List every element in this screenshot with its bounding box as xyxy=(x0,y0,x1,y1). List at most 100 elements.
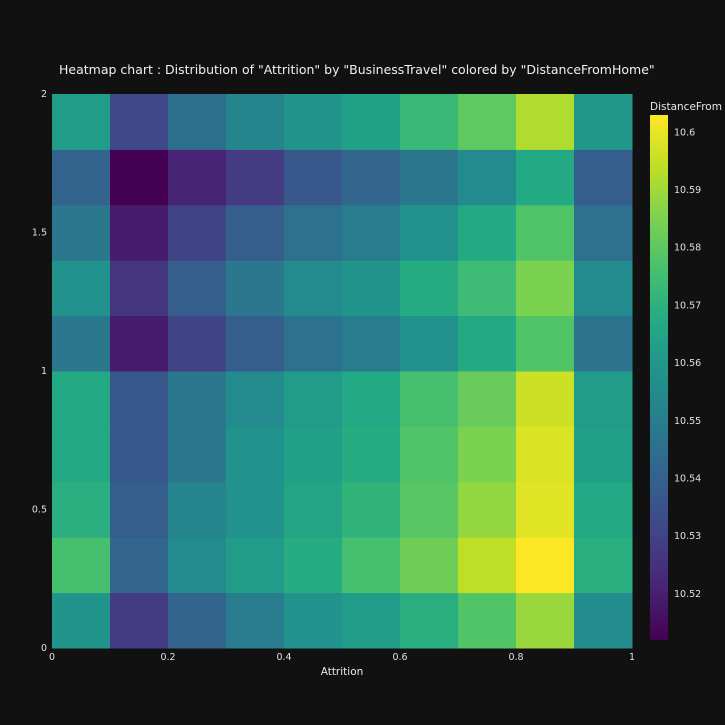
colorbar-tick-label: 10.56 xyxy=(674,358,701,369)
heatmap-cell xyxy=(284,481,343,538)
heatmap-cell xyxy=(458,260,517,317)
heatmap-cell xyxy=(226,260,285,317)
heatmap-cell xyxy=(458,481,517,538)
heatmap-cell xyxy=(168,260,227,317)
x-tick-label: 1 xyxy=(629,652,635,663)
heatmap-cell xyxy=(516,149,575,206)
heatmap-cell xyxy=(400,592,459,649)
heatmap-cell xyxy=(226,204,285,261)
chart-title: Heatmap chart : Distribution of "Attriti… xyxy=(59,62,655,77)
x-axis-title: Attrition xyxy=(321,666,364,678)
heatmap-cell xyxy=(168,149,227,206)
heatmap-cell xyxy=(400,537,459,594)
heatmap-cell xyxy=(110,426,169,483)
heatmap-cell xyxy=(516,592,575,649)
heatmap-cell xyxy=(284,315,343,372)
heatmap-cell xyxy=(168,592,227,649)
heatmap-cell xyxy=(516,94,575,150)
heatmap-cell xyxy=(52,260,111,317)
x-tick-label: 0.6 xyxy=(392,652,407,663)
heatmap-cell xyxy=(52,592,111,649)
x-tick-label: 0.8 xyxy=(508,652,523,663)
x-axis-ticks: 0 0.2 0.4 0.6 0.8 1 xyxy=(49,652,635,663)
colorbar-tick-label: 10.52 xyxy=(674,589,701,600)
heatmap-cell xyxy=(574,204,633,261)
heatmap-cell xyxy=(516,204,575,261)
heatmap-cell xyxy=(516,426,575,483)
heatmap-cell xyxy=(342,315,401,372)
colorbar-tick-label: 10.55 xyxy=(674,416,701,427)
heatmap-cell xyxy=(168,371,227,427)
heatmap-cell xyxy=(168,315,227,372)
heatmap-cell xyxy=(284,371,343,427)
colorbar xyxy=(650,115,668,640)
heatmap-cell xyxy=(400,94,459,150)
heatmap-cell xyxy=(110,481,169,538)
heatmap-cell xyxy=(52,537,111,594)
heatmap-cell xyxy=(226,371,285,427)
heatmap-cells xyxy=(52,94,633,649)
heatmap-cell xyxy=(458,94,517,150)
heatmap-cell xyxy=(284,260,343,317)
heatmap-cell xyxy=(516,260,575,317)
heatmap-cell xyxy=(226,149,285,206)
heatmap-cell xyxy=(400,371,459,427)
heatmap-cell xyxy=(400,204,459,261)
heatmap-cell xyxy=(226,426,285,483)
heatmap-cell xyxy=(168,426,227,483)
heatmap-cell xyxy=(458,315,517,372)
x-tick-label: 0.2 xyxy=(160,652,175,663)
heatmap-cell xyxy=(284,149,343,206)
heatmap-cell xyxy=(458,149,517,206)
y-tick-label: 0.5 xyxy=(32,505,47,516)
heatmap-cell xyxy=(400,149,459,206)
heatmap-cell xyxy=(516,537,575,594)
heatmap-cell xyxy=(110,204,169,261)
heatmap-cell xyxy=(52,94,111,150)
heatmap-cell xyxy=(574,592,633,649)
heatmap-cell xyxy=(284,537,343,594)
y-axis-ticks: 0 0.5 1 1.5 2 xyxy=(32,89,47,654)
heatmap-cell xyxy=(284,94,343,150)
colorbar-tick-label: 10.53 xyxy=(674,531,701,542)
heatmap-cell xyxy=(574,371,633,427)
heatmap-cell xyxy=(52,204,111,261)
heatmap-cell xyxy=(342,149,401,206)
heatmap-cell xyxy=(168,94,227,150)
colorbar-tick-label: 10.6 xyxy=(674,127,695,138)
heatmap-cell xyxy=(284,426,343,483)
heatmap-cell xyxy=(342,592,401,649)
heatmap-cell xyxy=(110,592,169,649)
heatmap-cell xyxy=(110,537,169,594)
heatmap-cell xyxy=(400,481,459,538)
heatmap-cell xyxy=(516,371,575,427)
colorbar-tick-label: 10.58 xyxy=(674,243,701,254)
heatmap-cell xyxy=(516,481,575,538)
heatmap-cell xyxy=(110,94,169,150)
heatmap-cell xyxy=(52,149,111,206)
heatmap-cell xyxy=(168,481,227,538)
colorbar-title: DistanceFrom xyxy=(650,101,722,113)
heatmap-cell xyxy=(342,260,401,317)
heatmap-cell xyxy=(110,149,169,206)
heatmap-cell xyxy=(574,315,633,372)
heatmap-cell xyxy=(458,371,517,427)
y-tick-label: 2 xyxy=(41,89,47,100)
colorbar-tick-label: 10.54 xyxy=(674,473,701,484)
y-tick-label: 0 xyxy=(41,643,47,654)
heatmap-cell xyxy=(458,537,517,594)
heatmap-cell xyxy=(458,204,517,261)
x-tick-label: 0.4 xyxy=(276,652,291,663)
y-tick-label: 1 xyxy=(41,366,47,377)
heatmap-cell xyxy=(400,260,459,317)
heatmap-cell xyxy=(52,371,111,427)
heatmap-cell xyxy=(168,204,227,261)
colorbar-tick-label: 10.57 xyxy=(674,300,701,311)
heatmap-cell xyxy=(226,94,285,150)
heatmap-cell xyxy=(110,371,169,427)
heatmap-cell xyxy=(284,592,343,649)
heatmap-cell xyxy=(168,537,227,594)
heatmap-cell xyxy=(226,315,285,372)
colorbar-ticks: 10.52 10.53 10.54 10.55 10.56 10.57 10.58 10.59… xyxy=(674,127,701,600)
heatmap-cell xyxy=(226,481,285,538)
